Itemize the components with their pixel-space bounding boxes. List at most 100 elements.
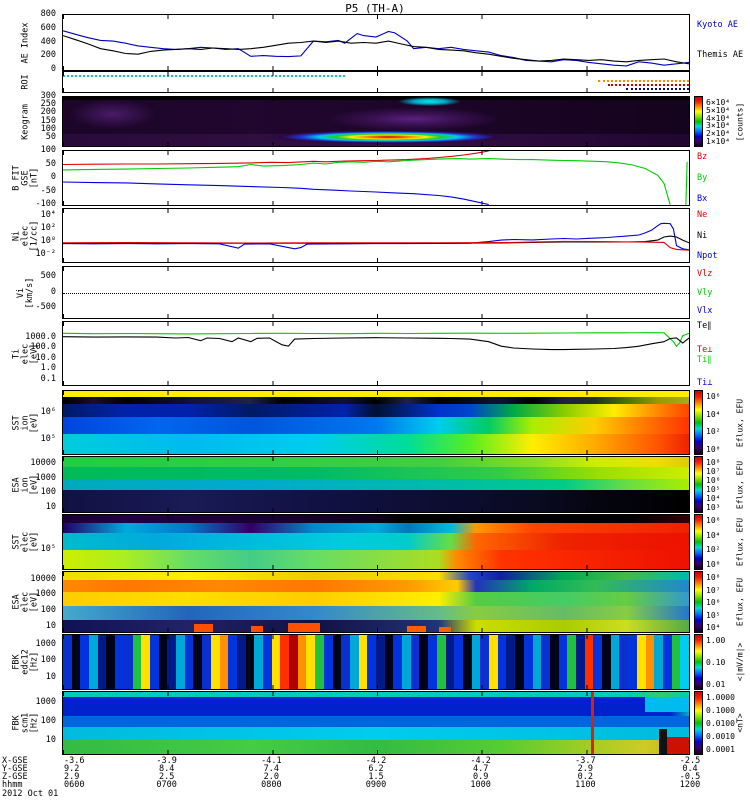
ephemeris-value: -4.2	[470, 756, 491, 766]
spectrogram-stripe	[376, 635, 386, 689]
ytick-label: 10⁵	[40, 544, 56, 555]
ytick-label: 1000	[35, 697, 56, 708]
spectrogram-band	[63, 726, 689, 741]
series-By	[685, 161, 688, 205]
ytick-label: 250	[40, 99, 56, 110]
legend-Ti: Ti⊥	[697, 377, 713, 388]
series-Ti∥	[63, 332, 689, 348]
legend-Te: Te∥	[697, 321, 712, 332]
ephemeris-value: 0.9	[472, 772, 489, 782]
series-Bx	[63, 181, 489, 205]
spectrogram-stripe	[228, 635, 238, 689]
panel-ti	[62, 321, 690, 386]
spectrogram-band	[63, 403, 689, 418]
spectrogram-stripe	[280, 635, 290, 689]
ytick-label: 0.1	[40, 373, 56, 384]
ytick-label: 300	[40, 91, 56, 101]
spectrogram-stripe	[410, 635, 420, 689]
x-axis-ticks	[63, 314, 689, 318]
spectrogram-stripe	[271, 635, 281, 689]
ytick-label: 10000	[30, 457, 56, 468]
roi-interval-line	[598, 79, 689, 82]
ytick-label: 150	[40, 115, 56, 126]
x-axis-ticks	[63, 72, 689, 76]
ephemeris-value: 6.2	[368, 764, 384, 774]
spectrogram-stripe	[106, 635, 116, 689]
plot-title: P5 (TH-A)	[345, 2, 405, 15]
ytick-label: 400	[40, 36, 56, 47]
panel-sst_ion	[62, 390, 690, 455]
spectrogram-band	[63, 549, 689, 569]
series-Themis AE	[63, 35, 689, 65]
colorbar-tick-label: 5×10⁴	[706, 105, 731, 115]
spectrogram-stripe	[567, 635, 577, 689]
legend-Ti: Ti∥	[697, 355, 712, 365]
ytick-label: 0	[50, 286, 56, 297]
ephemeris-value: 0.2	[577, 772, 594, 782]
x-axis-ticks	[63, 267, 689, 271]
x-axis-ticks	[63, 142, 689, 146]
ephemeris-value: 1200	[679, 780, 701, 790]
spectrogram-band	[63, 417, 689, 435]
ytick-label: 1000	[35, 638, 56, 649]
colorbar-sst_ion	[694, 390, 703, 455]
spectrogram-stripe	[636, 635, 647, 689]
colorbar-tick-label: 10⁶	[706, 476, 721, 485]
x-axis-ticks	[63, 628, 689, 632]
ephemeris-row-X-GSE: X-GSE -3.6 -3.9 -4.1 -4.2 -4.2 -3.7 -2.5	[0, 756, 750, 766]
colorbar-esa_elec	[694, 571, 703, 633]
spectrogram-stripe	[63, 635, 73, 689]
line-series-ae	[63, 30, 689, 67]
colorbar-unit-label: <nT>	[735, 713, 745, 733]
ytick-label: 0	[50, 64, 56, 74]
ytick-label: 10⁻²	[35, 249, 56, 260]
ytick-label: 600	[40, 22, 56, 33]
spectrogram-band	[63, 592, 689, 606]
spectrogram-stripe	[523, 635, 533, 689]
spectrogram-stripe	[289, 635, 299, 689]
spectrogram-stripe	[445, 635, 455, 689]
colorbar-tick-label: 0.0010	[706, 732, 735, 741]
legend-By: By	[697, 173, 708, 183]
ephemeris-value: -3.9	[156, 756, 177, 766]
spectrogram-band	[63, 580, 689, 593]
x-axis-ticks	[63, 450, 689, 454]
colorbar-tick-label: 10⁶	[706, 598, 721, 607]
spectrogram-stripe	[245, 635, 255, 689]
ytick-label: 100	[40, 123, 56, 134]
spectrogram-stripe	[489, 635, 499, 689]
colorbar-tick-label: 10⁰	[706, 445, 721, 454]
panel-bfit	[62, 150, 690, 206]
ytick-label: 500	[40, 270, 56, 281]
ephemeris-value: 7.4	[263, 764, 280, 774]
ephemeris-row-label: Y-GSE	[2, 764, 28, 774]
colorbar-unit-label: [counts]	[735, 102, 745, 141]
spectrogram-stripe	[367, 635, 377, 689]
series-Te∥	[63, 336, 689, 351]
roi-interval-line	[607, 84, 689, 87]
spectrogram-stripe	[645, 635, 655, 689]
ytick-label: 10⁴	[40, 209, 56, 220]
spectrogram-stripe	[402, 635, 412, 689]
legend-Ni: Ni	[697, 230, 708, 241]
x-axis-ticks	[63, 201, 689, 205]
line-series-ni	[63, 222, 689, 251]
spectrogram-stripe	[384, 635, 394, 689]
ytick-label: 800	[40, 9, 56, 19]
keogram-aurora-blob	[263, 130, 514, 145]
x-axis-ticks	[63, 391, 689, 395]
ephemeris-row-Y-GSE: Y-GSE 9.2 8.4 7.4 6.2 4.7 2.9 0.4	[0, 764, 750, 774]
ytick-label: 200	[40, 50, 56, 61]
spectrogram-band	[63, 478, 689, 490]
ephemeris-value: 2.5	[158, 772, 175, 782]
ytick-label: 10⁵	[40, 434, 56, 445]
colorbar-tick-label: 6×10⁴	[706, 98, 731, 107]
spectrogram-stripe	[436, 635, 447, 689]
x-axis-ticks	[63, 572, 689, 576]
colorbar-unit-label: <|mV/m|>	[735, 642, 745, 682]
ytick-label: 50	[45, 158, 56, 169]
colorbar-tick-label: 2×10⁴	[706, 129, 731, 139]
spectrogram-stripe	[158, 635, 168, 689]
keogram-aurora-blob	[69, 99, 157, 129]
spectrogram-overlay	[667, 736, 689, 754]
